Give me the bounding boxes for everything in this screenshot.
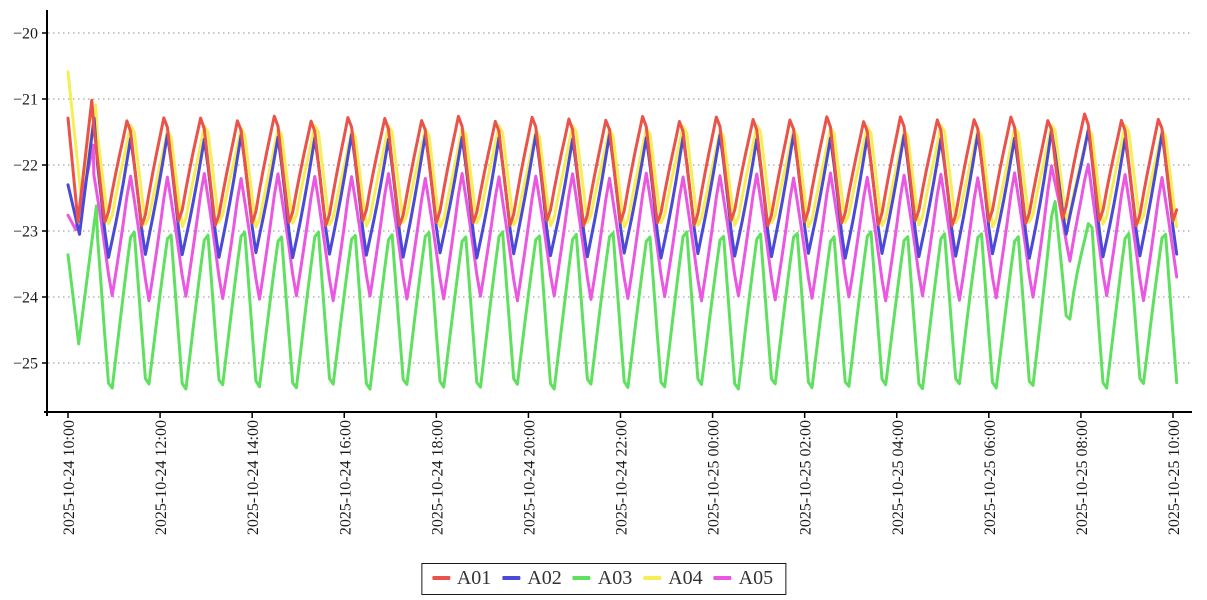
y-tick-label: −24 (13, 290, 38, 307)
y-tick-label: −23 (13, 224, 38, 241)
legend-swatch-a04 (643, 576, 662, 580)
legend-label-a05: A05 (738, 567, 774, 589)
legend-item-a05: A05 (713, 566, 774, 590)
legend-label-a04: A04 (668, 567, 703, 589)
series-line-a05 (66, 143, 1179, 303)
y-tick-label: −25 (13, 356, 38, 373)
legend-swatch-a02 (502, 576, 521, 580)
x-tick-label: 2025-10-25 04:00 (890, 420, 907, 535)
legend-item-a03: A03 (572, 566, 633, 590)
legend-label-a01: A01 (456, 567, 492, 589)
legend-item-a02: A02 (502, 566, 562, 590)
legend-swatch-a01 (431, 576, 450, 580)
x-tick-label: 2025-10-25 10:00 (1166, 420, 1183, 535)
x-tick-label: 2025-10-24 12:00 (153, 420, 170, 535)
series-line-a01 (66, 98, 1179, 228)
legend-item-a01: A01 (431, 566, 492, 590)
y-tick-label: −22 (13, 158, 38, 175)
x-tick-label: 2025-10-25 08:00 (1074, 420, 1091, 535)
legend: A01 A02 A03 A04 A05 (420, 563, 787, 595)
series-line-a03 (66, 200, 1179, 391)
x-tick-label: 2025-10-24 20:00 (521, 420, 538, 535)
x-tick-label: 2025-10-24 14:00 (245, 420, 262, 535)
y-tick-label: −20 (13, 26, 38, 43)
x-tick-label: 2025-10-24 18:00 (429, 420, 446, 535)
x-tick-label: 2025-10-24 10:00 (61, 420, 78, 535)
legend-swatch-a05 (713, 576, 732, 580)
x-tick-label: 2025-10-25 06:00 (982, 420, 999, 535)
legend-swatch-a03 (572, 576, 591, 580)
x-tick-label: 2025-10-25 00:00 (706, 420, 723, 535)
legend-label-a02: A02 (527, 567, 562, 589)
x-tick-label: 2025-10-24 16:00 (337, 420, 354, 535)
x-tick-label: 2025-10-25 02:00 (798, 420, 815, 535)
legend-item-a04: A04 (643, 566, 703, 590)
x-tick-label: 2025-10-24 22:00 (614, 420, 631, 535)
y-tick-label: −21 (13, 92, 38, 109)
legend-label-a03: A03 (597, 567, 633, 589)
